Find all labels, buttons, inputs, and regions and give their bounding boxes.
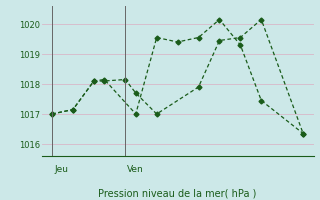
Text: Ven: Ven bbox=[127, 165, 144, 174]
Text: Pression niveau de la mer( hPa ): Pression niveau de la mer( hPa ) bbox=[99, 189, 257, 199]
Text: Jeu: Jeu bbox=[54, 165, 68, 174]
